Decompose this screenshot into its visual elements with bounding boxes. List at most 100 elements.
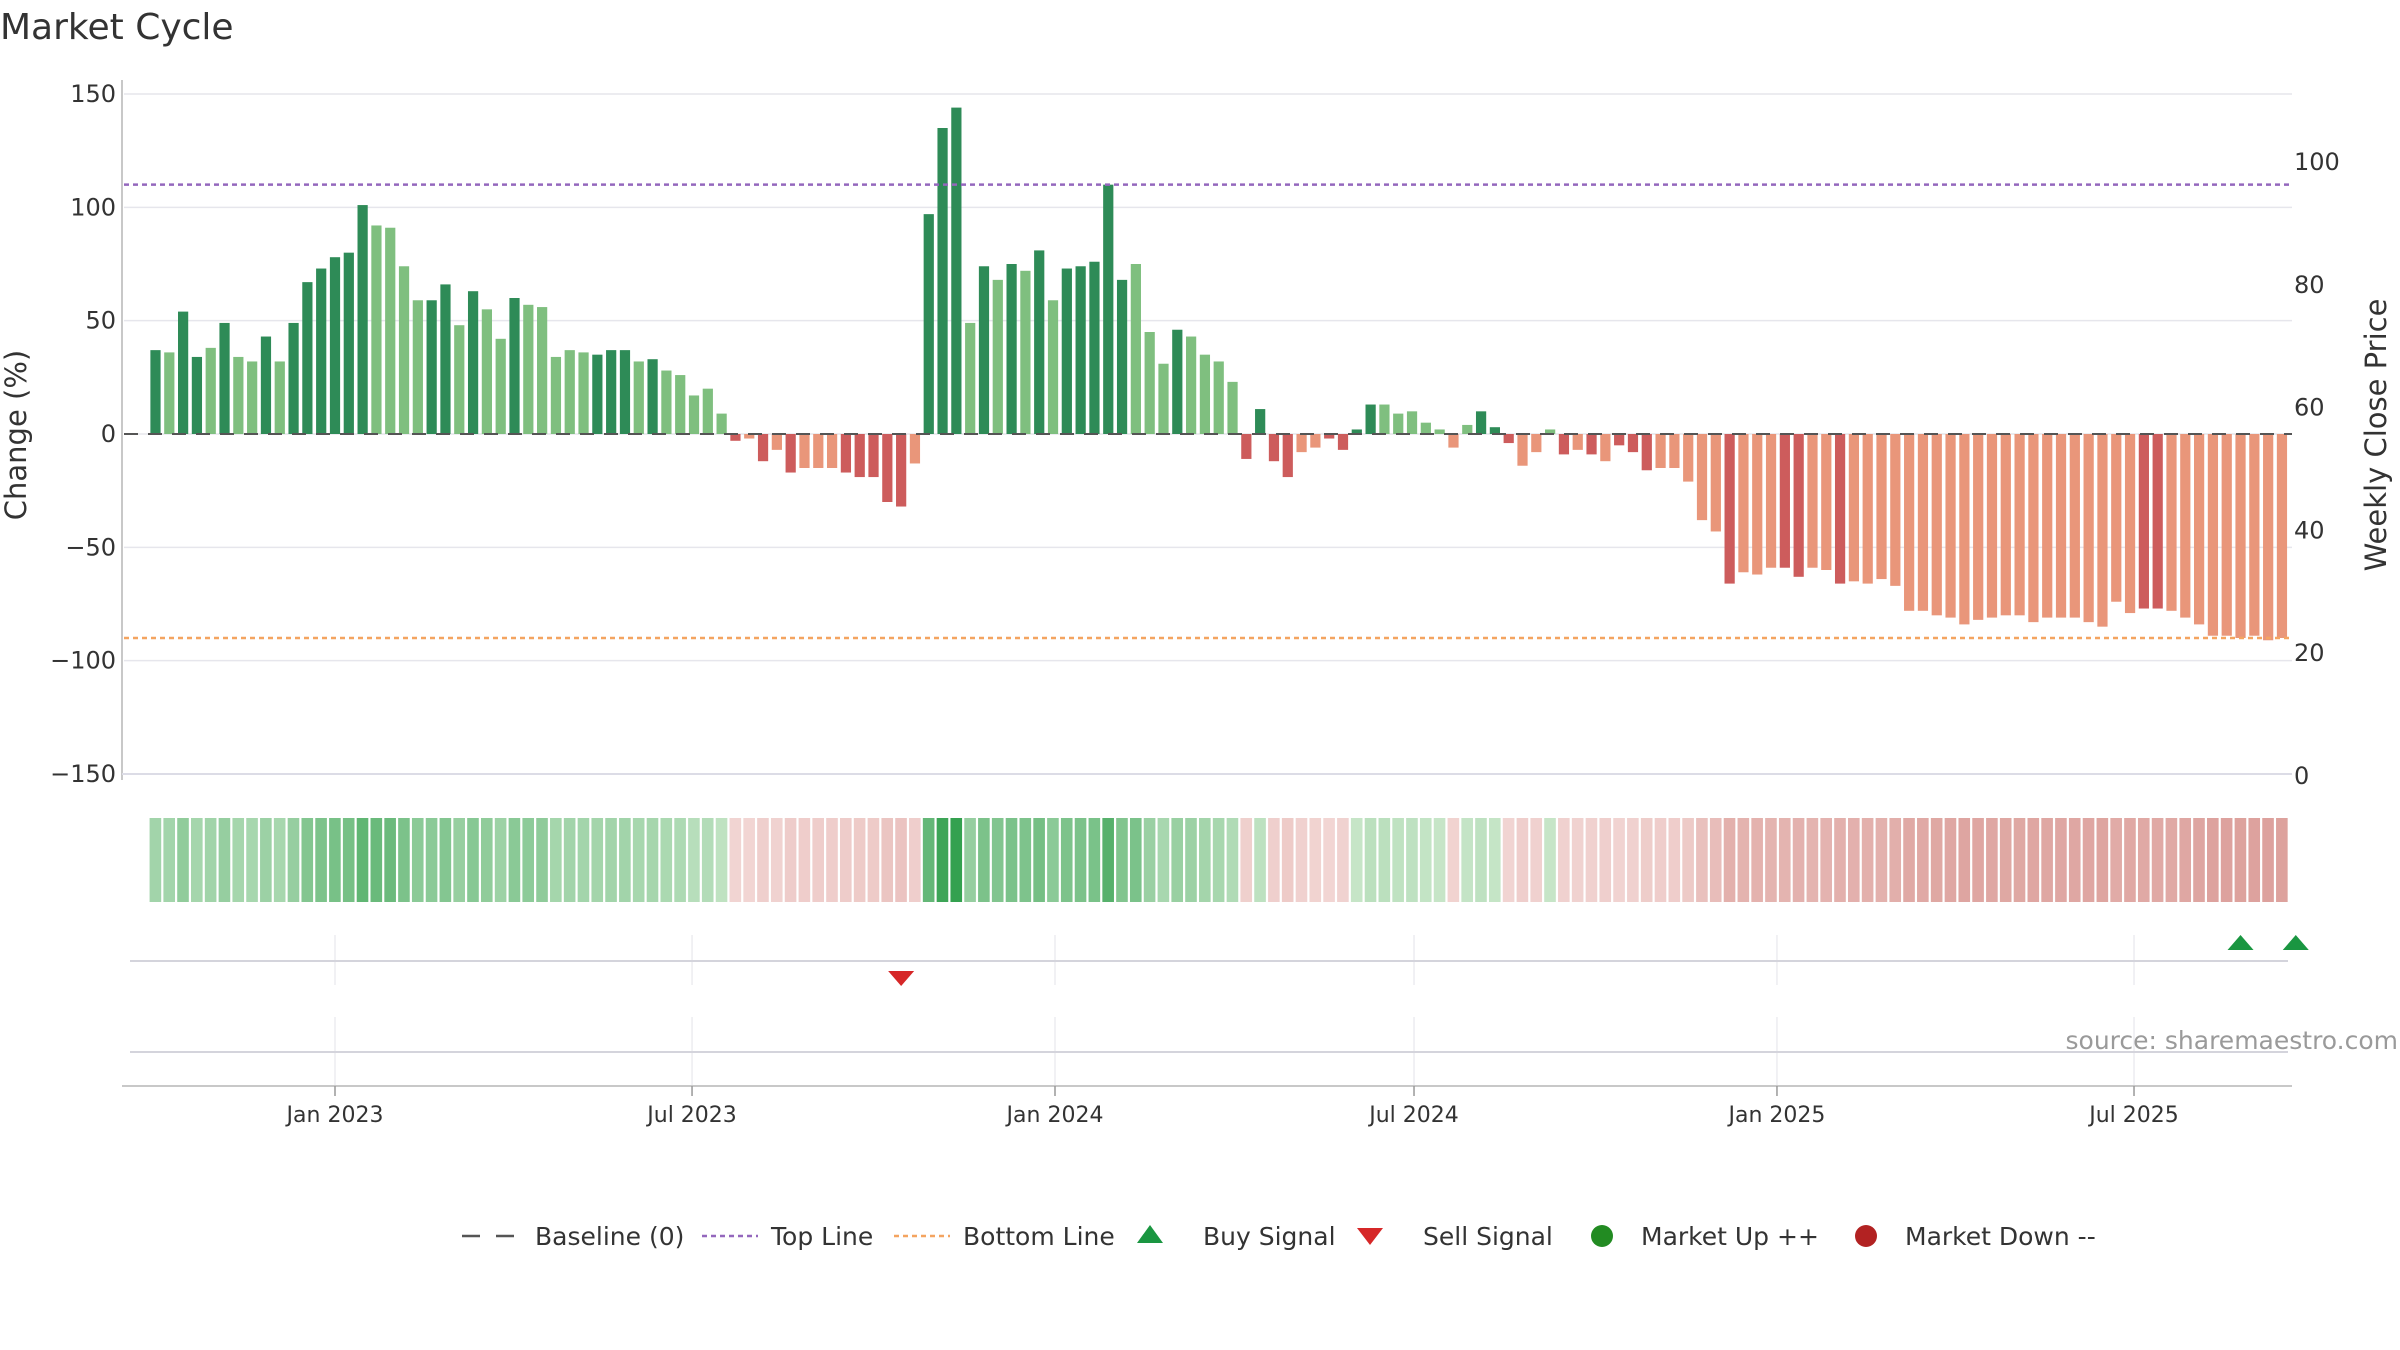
bar: [1876, 434, 1887, 580]
bar: [1310, 434, 1321, 448]
bar: [1572, 434, 1583, 450]
bar: [1047, 300, 1059, 434]
bar: [1255, 409, 1266, 434]
heat-cell: [329, 818, 341, 902]
bar: [329, 257, 341, 434]
x-tick-label: Jan 2025: [1727, 1103, 1826, 1128]
heat-cell: [2137, 818, 2150, 902]
legend-label: Top Line: [770, 1222, 873, 1251]
bar: [647, 359, 658, 434]
heat-cell: [2041, 818, 2053, 902]
y-left-tick-label: 150: [70, 80, 116, 108]
heat-cell: [1944, 818, 1957, 902]
bar: [509, 298, 520, 434]
heat-cell: [191, 818, 203, 902]
bar: [1710, 434, 1721, 532]
heat-cell: [1350, 818, 1363, 902]
bar: [302, 282, 313, 434]
heat-cell: [577, 818, 590, 902]
bar: [2097, 434, 2108, 627]
heat-cell: [149, 818, 162, 902]
bar: [2180, 434, 2191, 618]
bar: [495, 338, 506, 434]
heat-cell: [2165, 818, 2178, 902]
heat-cell: [2220, 818, 2233, 902]
bar: [550, 356, 562, 434]
bar: [2111, 434, 2122, 602]
heat-cell: [2124, 818, 2136, 902]
heat-cell: [370, 818, 383, 902]
heat-cell: [1447, 818, 1460, 902]
bar: [813, 434, 824, 468]
heat-cell: [260, 818, 272, 902]
heat-cell: [1088, 818, 1101, 902]
heat-cell: [398, 818, 410, 902]
bar: [882, 434, 893, 502]
heat-cell: [1806, 818, 1819, 902]
bar: [1296, 434, 1307, 453]
bar: [2083, 434, 2094, 623]
source-label: source: sharemaestro.com: [2066, 1026, 2399, 1055]
heat-cell: [950, 818, 963, 902]
heat-cell: [2234, 818, 2247, 902]
heat-cell: [2207, 818, 2219, 902]
heat-cell: [1295, 818, 1308, 902]
heat-cell: [1544, 818, 1556, 902]
bar: [826, 434, 838, 468]
bar: [260, 336, 272, 434]
heat-cell: [342, 818, 355, 902]
heat-cell: [1682, 818, 1694, 902]
heat-cell: [1834, 818, 1846, 902]
heat-cell: [2179, 818, 2192, 902]
heat-cell: [1240, 818, 1253, 902]
heat-cell: [1364, 818, 1377, 902]
heat-cell: [1116, 818, 1128, 902]
heat-cell: [991, 818, 1004, 902]
bar: [1931, 434, 1942, 616]
bar: [398, 266, 410, 434]
y-left-tick-label: 0: [101, 420, 116, 448]
bar: [978, 266, 990, 434]
heat-cell: [2193, 818, 2205, 902]
heat-cell: [453, 818, 465, 902]
heat-cell: [1461, 818, 1473, 902]
y-left-tick-label: −150: [50, 760, 116, 788]
reference-lines: [124, 183, 2292, 640]
bar: [1614, 434, 1625, 446]
heat-cell: [1972, 818, 1984, 902]
legend-label: Market Down --: [1905, 1222, 2096, 1251]
bar: [1420, 422, 1431, 434]
sell-signal-marker: [888, 971, 915, 986]
heat-cell: [2013, 818, 2026, 902]
bar: [868, 434, 879, 478]
heat-cell: [1143, 818, 1156, 902]
bar: [191, 356, 203, 434]
bar: [1641, 434, 1652, 471]
legend-item: Baseline (0): [462, 1222, 684, 1251]
bar: [564, 350, 575, 434]
bar: [233, 356, 244, 434]
bar: [1020, 270, 1031, 434]
bar: [1752, 434, 1763, 575]
heat-cell: [1917, 818, 1929, 902]
bar: [1462, 424, 1473, 434]
x-axis: Jan 2023 Jul 2023 Jan 2024 Jul 2024 Jan 2025…: [122, 1085, 2292, 1128]
heat-cell: [1848, 818, 1860, 902]
bar: [316, 268, 327, 434]
bar: [1337, 434, 1349, 450]
legend-label: Baseline (0): [535, 1222, 684, 1251]
bar: [1821, 434, 1832, 570]
bar: [467, 291, 479, 434]
heat-cell: [1986, 818, 1998, 902]
legend-item: Bottom Line: [894, 1222, 1115, 1251]
legend-label: Market Up ++: [1641, 1222, 1819, 1251]
y-left-tick-label: −50: [65, 533, 116, 561]
bar: [923, 214, 934, 434]
legend-label: Buy Signal: [1203, 1222, 1336, 1251]
legend-label: Sell Signal: [1423, 1222, 1553, 1251]
bar: [1890, 434, 1901, 586]
heat-cell: [301, 818, 314, 902]
legend-item: Top Line: [702, 1222, 873, 1251]
legend-item: Market Up ++: [1591, 1222, 1819, 1251]
